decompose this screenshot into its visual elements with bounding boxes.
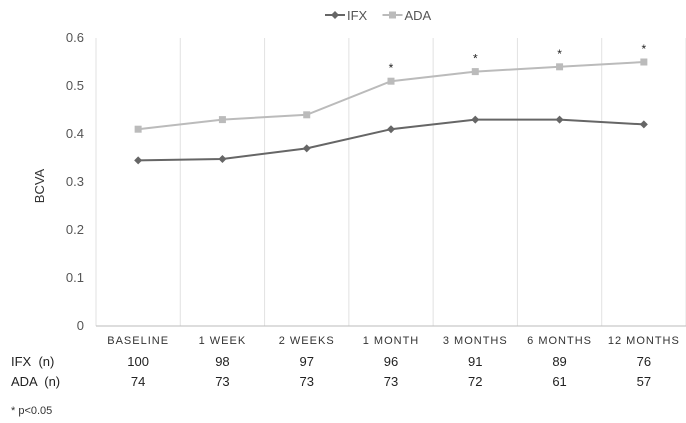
x-tick-label: 6 MONTHS (527, 335, 592, 347)
x-tick-label: 2 WEEKS (279, 335, 335, 347)
footnote: * p<0.05 (11, 405, 52, 417)
y-tick-label: 0.5 (66, 78, 84, 93)
series-layer: * * * * (134, 42, 648, 165)
legend-label-ifx: IFX (347, 8, 368, 23)
data-point-ada (387, 77, 395, 85)
data-point-ifx (387, 125, 395, 134)
n-row-value: 89 (552, 354, 566, 369)
n-row-value: 91 (468, 354, 482, 369)
x-tick-label: 1 MONTH (363, 335, 420, 347)
significance-marker: * (389, 61, 394, 75)
legend-marker-ada (389, 11, 396, 19)
data-point-ada (471, 68, 479, 76)
significance-marker: * (642, 42, 647, 56)
data-point-ifx (639, 120, 648, 129)
significance-marker: * (557, 47, 562, 61)
y-axis-title: BCVA (32, 168, 47, 203)
data-point-ifx (218, 154, 227, 163)
y-tick-label: 0.3 (66, 174, 84, 189)
axis-layer: 0 0.1 0.2 0.3 0.4 0.5 0.6 BASELINE 1 WEEK 2 WEEKS… (66, 30, 686, 347)
data-point-ifx (134, 156, 143, 165)
data-point-ada (134, 125, 142, 133)
n-row-label: ADA (n) (11, 374, 60, 389)
y-tick-label: 0.1 (66, 270, 84, 285)
data-point-ada (218, 116, 226, 124)
significance-marker: * (473, 52, 478, 66)
n-row-value: 96 (384, 354, 398, 369)
data-point-ifx (471, 115, 480, 124)
legend-marker-ifx (331, 11, 339, 19)
y-tick-label: 0.6 (66, 30, 84, 45)
data-point-ifx (302, 144, 311, 153)
x-tick-label: 3 MONTHS (443, 335, 508, 347)
n-table: IFX (n) 100 98 97 96 91 89 76 ADA (n) 74 73 73 73 72 6… (11, 354, 651, 389)
y-tick-label: 0.2 (66, 222, 84, 237)
legend: IFX ADA (325, 8, 432, 23)
n-row-value: 97 (299, 354, 313, 369)
n-row-label: IFX (n) (11, 354, 54, 369)
n-row-value: 100 (127, 354, 149, 369)
data-point-ifx (555, 115, 564, 124)
x-tick-label: 12 MONTHS (608, 335, 680, 347)
y-tick-label: 0.4 (66, 126, 84, 141)
n-row-value: 73 (384, 374, 398, 389)
n-row-value: 73 (299, 374, 313, 389)
x-tick-label: 1 WEEK (199, 335, 247, 347)
data-point-ada (303, 111, 311, 119)
n-row-value: 76 (637, 354, 651, 369)
n-row-value: 57 (637, 374, 651, 389)
x-tick-label: BASELINE (107, 335, 169, 347)
n-row-value: 98 (215, 354, 229, 369)
n-row-value: 73 (215, 374, 229, 389)
y-tick-label: 0 (77, 318, 84, 333)
data-point-ada (556, 63, 564, 71)
n-row-value: 72 (468, 374, 482, 389)
legend-label-ada: ADA (405, 8, 432, 23)
n-row-value: 74 (131, 374, 145, 389)
data-point-ada (640, 58, 648, 66)
grid-layer (95, 38, 686, 326)
n-row-value: 61 (552, 374, 566, 389)
